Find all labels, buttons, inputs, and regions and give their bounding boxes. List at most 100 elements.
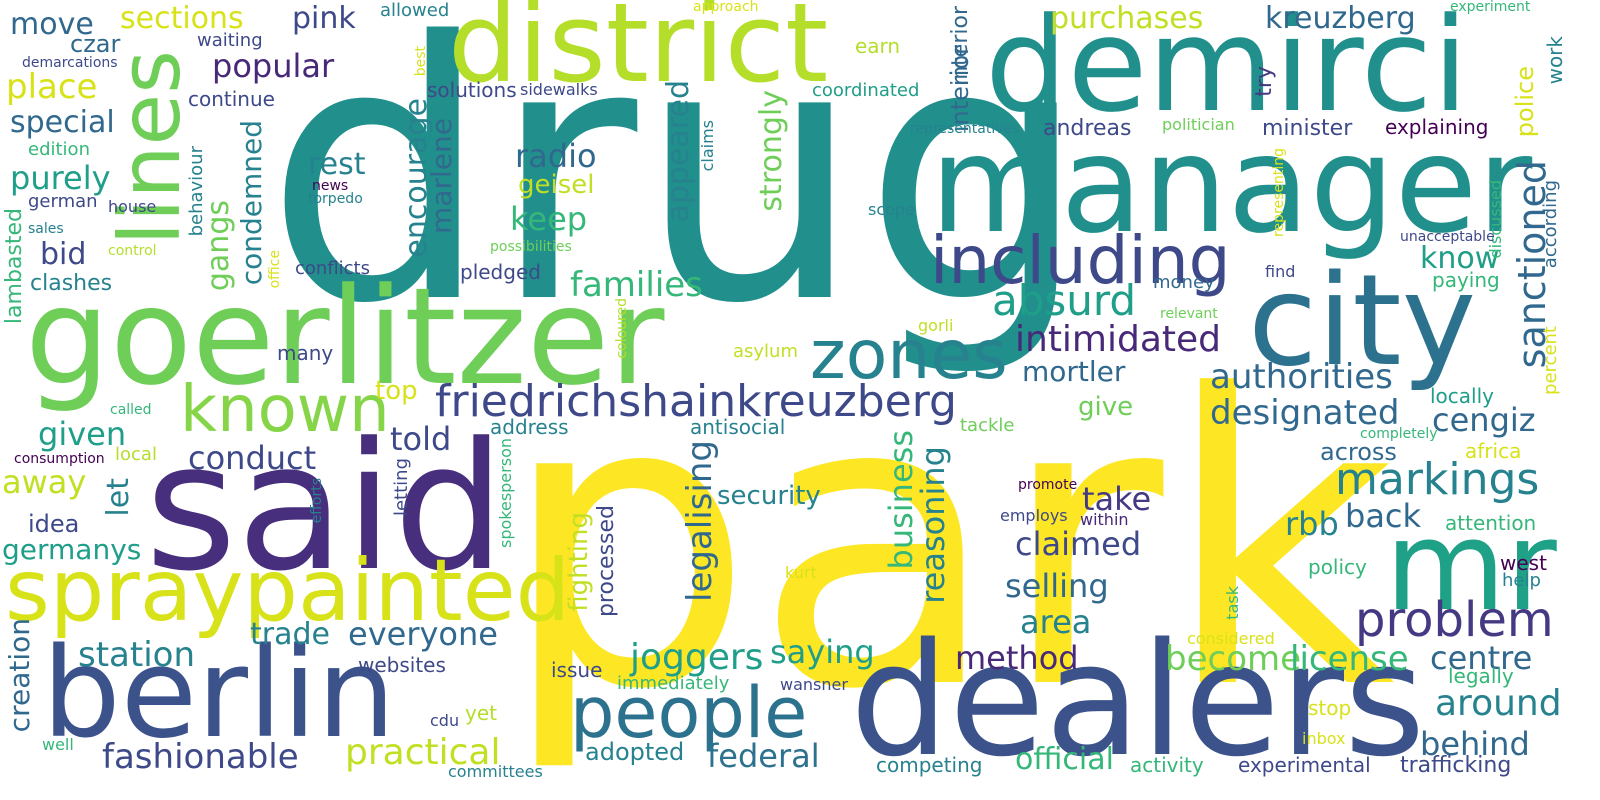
word-lambasted: lambasted [2, 208, 27, 325]
word-processed: processed [594, 505, 619, 618]
word-antisocial: antisocial [690, 415, 786, 439]
word-allowed: allowed [380, 0, 450, 21]
word-unacceptable: unacceptable [1400, 229, 1495, 245]
word-trade: trade [250, 617, 330, 652]
word-keep: keep [510, 200, 588, 238]
word-websites: websites [358, 653, 446, 677]
word-sections: sections [120, 1, 244, 36]
word-stop: stop [1308, 696, 1352, 720]
word-attention: attention [1445, 511, 1537, 535]
word-berlin: berlin [42, 622, 396, 766]
word-scope: scope [868, 200, 915, 219]
word-west: west [1500, 551, 1547, 575]
word-control: control [108, 243, 157, 259]
word-letting: letting [391, 458, 412, 517]
word-gangs: gangs [201, 200, 236, 292]
word-families: families [570, 265, 703, 305]
word-news: news [312, 178, 349, 194]
word-inbox: inbox [1302, 729, 1346, 748]
word-discussed: discussed [1486, 180, 1505, 259]
word-security: security [717, 481, 821, 511]
word-goerlitzer: goerlitzer [25, 259, 665, 415]
word-demirci: demirci [985, 0, 1469, 141]
word-pink: pink [292, 1, 356, 36]
word-interior-lower: interior [946, 45, 974, 133]
word-pledged: pledged [460, 260, 541, 284]
word-purchases: purchases [1050, 1, 1204, 36]
word-give: give [1078, 392, 1134, 422]
word-asylum: asylum [733, 341, 799, 362]
word-rbb: rbb [1285, 505, 1339, 543]
word-area: area [1020, 603, 1092, 641]
word-representatives: representatives [910, 121, 1020, 137]
word-czar: czar [70, 30, 121, 58]
word-back: back [1345, 497, 1422, 535]
word-policy: policy [1308, 555, 1367, 579]
word-authorities: authorities [1210, 357, 1393, 397]
word-consumption: consumption [14, 451, 105, 467]
word-try: try [1252, 66, 1277, 97]
word-station: station [78, 635, 196, 675]
word-move: move [10, 7, 94, 42]
word-minister: minister [1262, 116, 1353, 141]
word-official: official [1015, 742, 1114, 777]
word-manager: manager [930, 107, 1533, 263]
word-demarcations: demarcations [22, 55, 118, 71]
word-well: well [42, 735, 74, 754]
word-reasoning: reasoning [914, 446, 952, 604]
word-locally: locally [1430, 384, 1494, 408]
word-best: best [413, 46, 429, 77]
word-paying: paying [1432, 268, 1500, 292]
word-known: known [180, 373, 390, 447]
word-relevant: relevant [1160, 306, 1218, 322]
word-andreas: andreas [1043, 116, 1132, 141]
word-claims: claims [698, 120, 717, 172]
word-sidewalks: sidewalks [520, 80, 598, 99]
word-appeared: appeared [661, 80, 696, 223]
word-designated: designated [1210, 393, 1400, 433]
word-clashes: clashes [30, 271, 113, 296]
word-issue: issue [551, 658, 603, 682]
word-conflicts: conflicts [295, 258, 370, 279]
word-many: many [277, 341, 334, 365]
word-yet: yet [465, 701, 497, 725]
word-according: according [1540, 180, 1561, 269]
word-efforts: efforts [309, 478, 325, 524]
word-approach: approach [693, 0, 759, 15]
word-problem: problem [1355, 592, 1554, 648]
word-tackle: tackle [960, 415, 1015, 436]
word-cdu: cdu [430, 711, 460, 730]
word-dealers: dealers [850, 609, 1426, 791]
word-explaining: explaining [1385, 115, 1489, 139]
word-torpedo: torpedo [308, 191, 363, 207]
word-place: place [6, 67, 98, 107]
word-local: local [115, 444, 157, 465]
word-zones: zones [810, 316, 1008, 395]
word-across: across [1320, 438, 1397, 466]
word-legalising: legalising [680, 440, 720, 602]
word-behaviour: behaviour [186, 146, 207, 237]
word-activity: activity [1130, 753, 1204, 777]
word-mortler: mortler [1022, 355, 1126, 388]
word-absurd: absurd [992, 276, 1137, 325]
word-politician: politician [1162, 115, 1235, 134]
word-trafficking: trafficking [1400, 753, 1512, 778]
word-task: task [1223, 586, 1242, 620]
word-behind: behind [1420, 725, 1530, 763]
word-markings: markings [1335, 454, 1540, 505]
word-solutions: solutions [427, 78, 517, 102]
word-everyone: everyone [348, 615, 498, 653]
word-waiting: waiting [197, 30, 263, 51]
word-experiment: experiment [1450, 0, 1531, 15]
word-possibilities: possibilities [490, 239, 572, 255]
word-adopted: adopted [585, 738, 685, 766]
word-police: police [1511, 66, 1539, 138]
word-immediately: immediately [617, 673, 730, 694]
word-spokesperson: spokesperson [496, 438, 515, 548]
word-radio: radio [515, 137, 597, 175]
word-gorli: gorli [918, 316, 954, 335]
word-mr: mr [1385, 495, 1557, 639]
word-coordinated: coordinated [812, 80, 920, 101]
word-sales: sales [28, 221, 64, 237]
word-continue: continue [188, 87, 275, 111]
